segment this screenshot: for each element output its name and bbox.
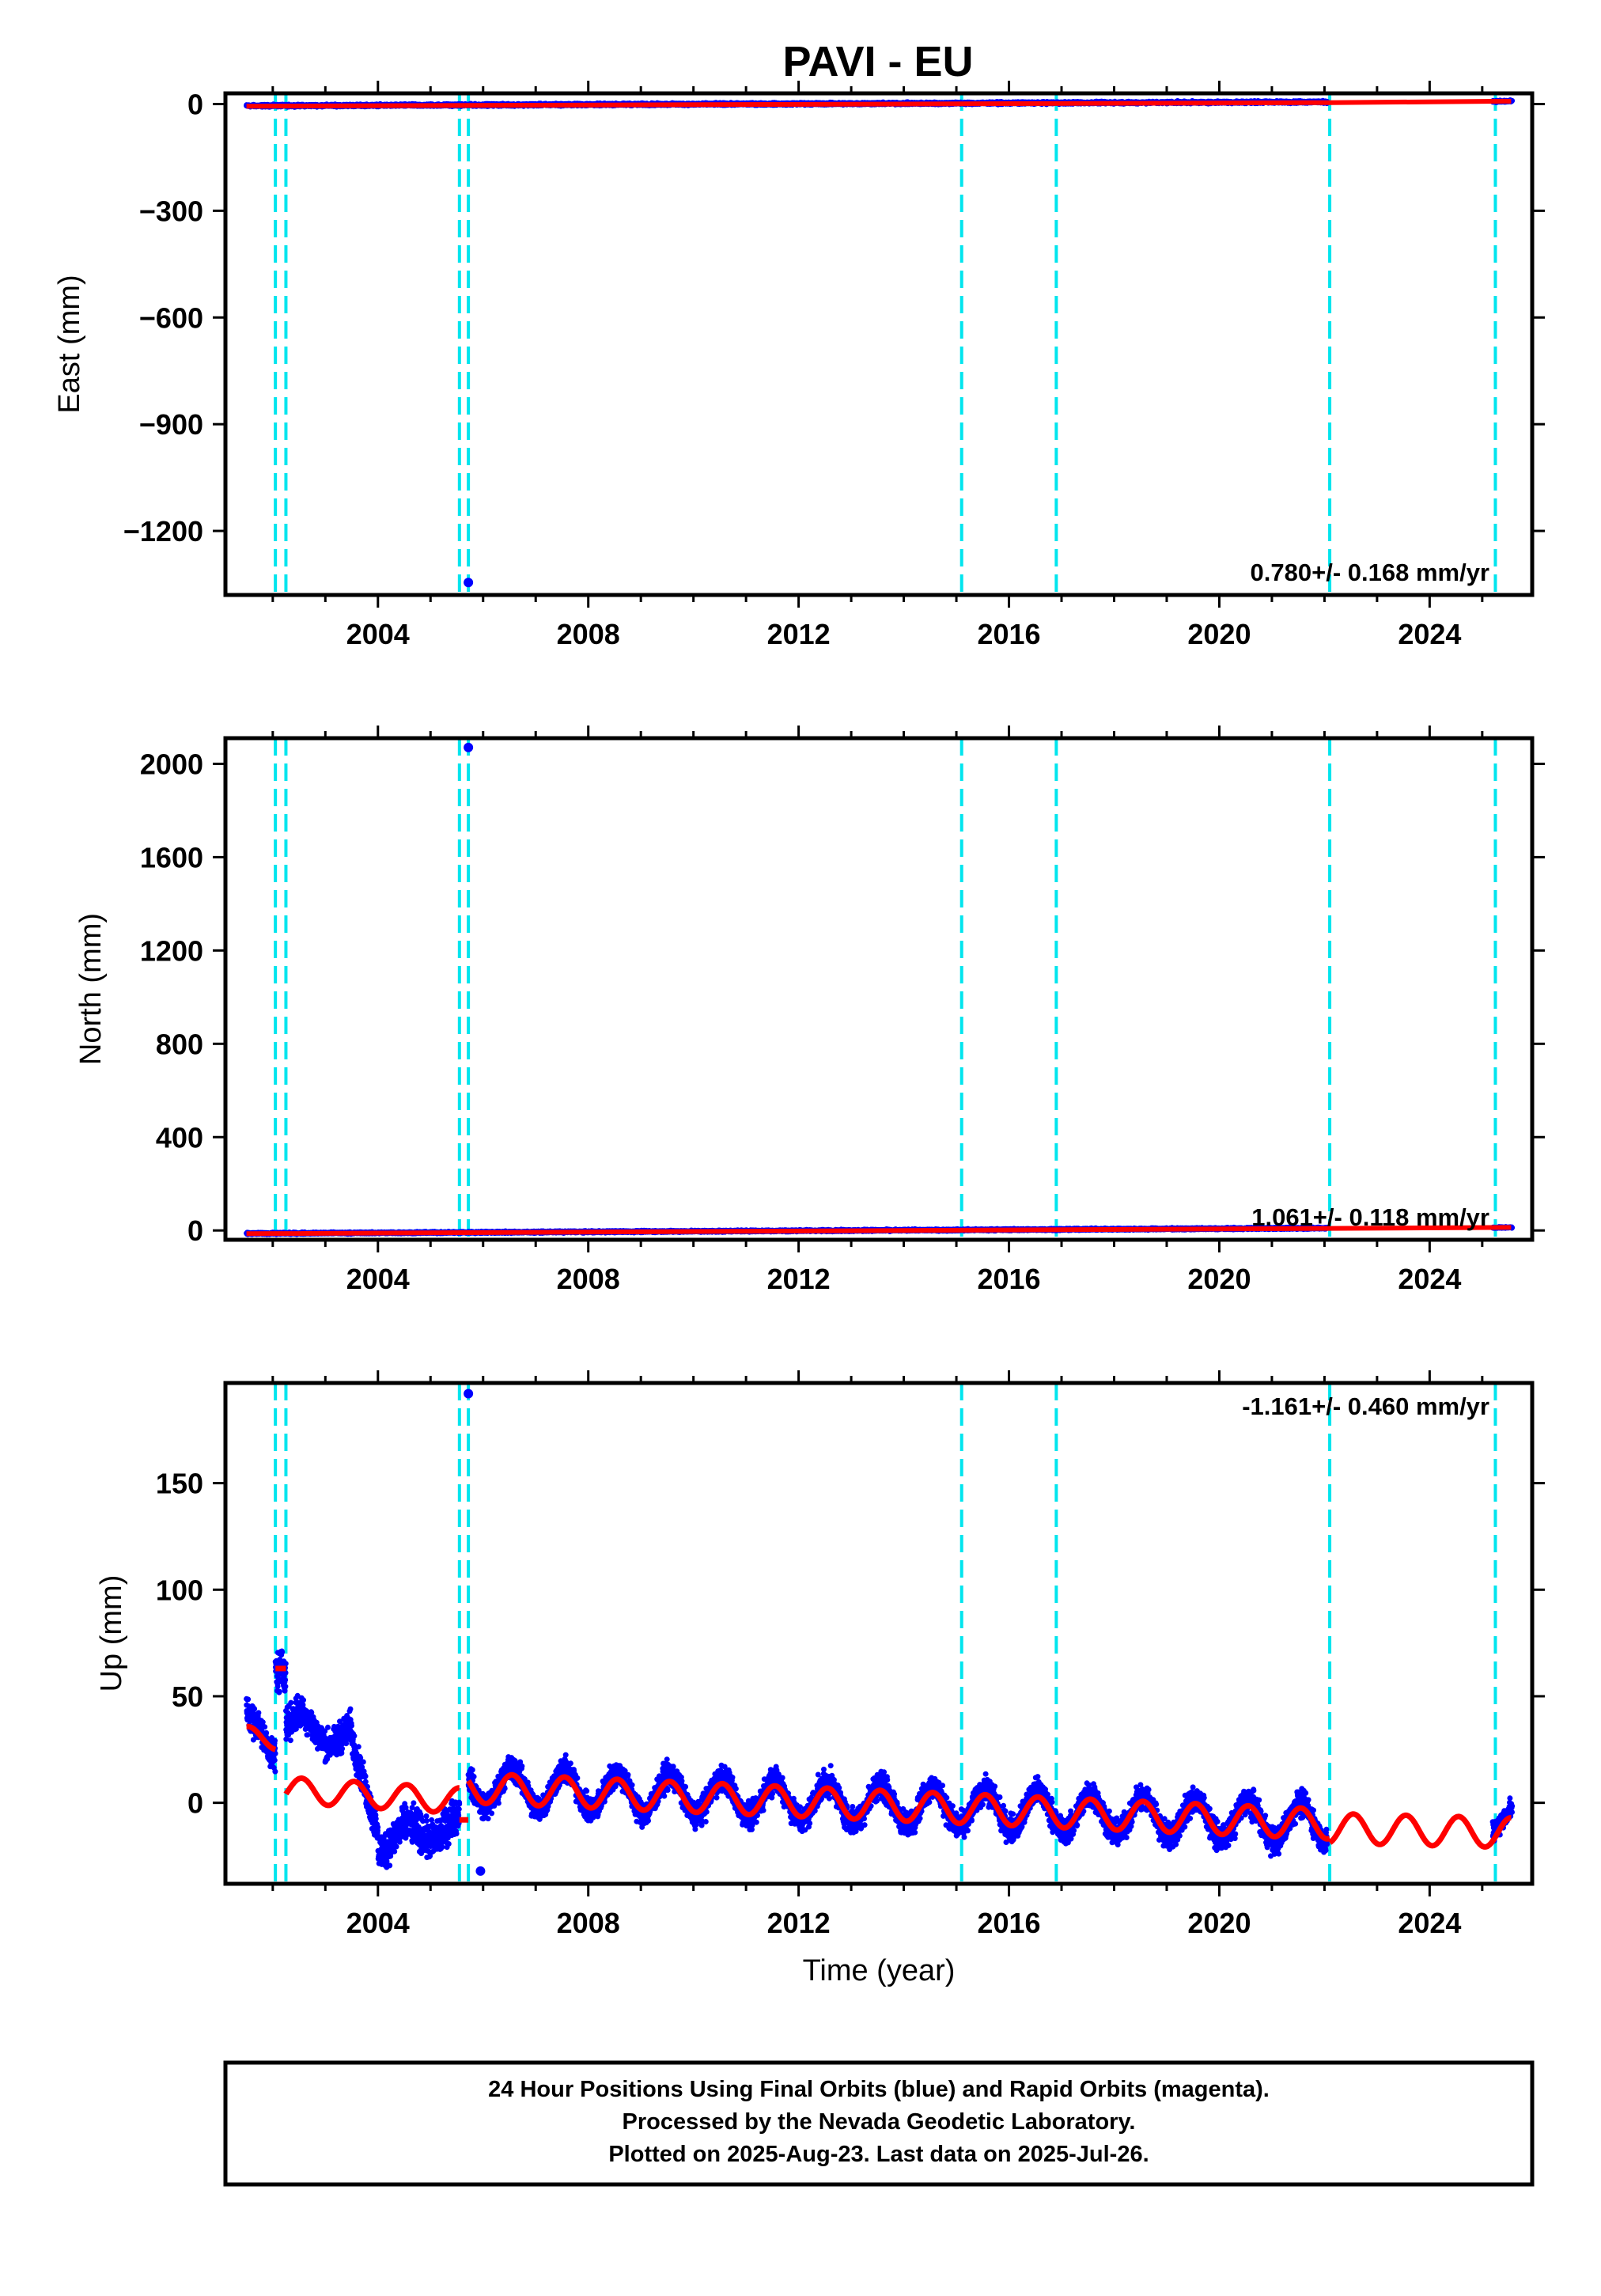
x-tick-label: 2024 bbox=[1398, 618, 1461, 650]
y-axis-label: North (mm) bbox=[74, 913, 108, 1065]
x-tick-label: 2004 bbox=[346, 618, 410, 650]
x-tick-label: 2004 bbox=[346, 1907, 410, 1939]
y-tick-label: 50 bbox=[172, 1680, 203, 1713]
x-tick-label: 2024 bbox=[1398, 1263, 1461, 1295]
footer-line-3: Plotted on 2025-Aug-23. Last data on 202… bbox=[608, 2142, 1149, 2167]
y-tick-label: 100 bbox=[156, 1574, 203, 1606]
y-tick-label: 800 bbox=[156, 1028, 203, 1060]
figure-title: PAVI - EU bbox=[782, 38, 973, 85]
north-panel: 2004 2008 2012 2016 2020 2024 0 400 800 1200 1600 2… bbox=[74, 726, 1545, 1295]
x-axis-label: Time (year) bbox=[803, 1954, 956, 1987]
x-tick-label: 2012 bbox=[767, 1263, 831, 1295]
y-tick-label: −600 bbox=[139, 301, 203, 334]
x-tick-label: 2016 bbox=[977, 618, 1040, 650]
velocity-rate-label: 1.061+/- 0.118 mm/yr bbox=[1251, 1203, 1489, 1231]
footer-line-2: Processed by the Nevada Geodetic Laborat… bbox=[623, 2109, 1136, 2135]
footer-frame bbox=[223, 2060, 1535, 2187]
y-tick-label: 0 bbox=[187, 1214, 203, 1247]
x-tick-label: 2012 bbox=[767, 618, 831, 650]
panel-frame bbox=[223, 1381, 1535, 1886]
outlier-point bbox=[464, 578, 474, 588]
y-tick-label: −900 bbox=[139, 408, 203, 441]
outlier-point bbox=[464, 1389, 474, 1399]
model-curve-segment bbox=[466, 1771, 1332, 1842]
y-tick-label: −300 bbox=[139, 195, 203, 227]
panel-frame bbox=[223, 736, 1535, 1242]
y-tick-label: −1200 bbox=[123, 515, 203, 547]
x-tick-label: 2012 bbox=[767, 1907, 831, 1939]
y-tick-label: 0 bbox=[187, 88, 203, 120]
up-panel: 2004 2008 2012 2016 2020 2024 0 50 100 150 Up (mm)… bbox=[95, 1370, 1545, 1987]
model-curve-segment bbox=[283, 1775, 462, 1815]
x-tick-label: 2024 bbox=[1398, 1907, 1461, 1939]
east-panel: 2004 2008 2012 2016 2020 2024 0 −300 −600 −900 −12… bbox=[53, 81, 1545, 650]
velocity-rate-label: -1.161+/- 0.460 mm/yr bbox=[1242, 1392, 1489, 1420]
velocity-rate-label: 0.780+/- 0.168 mm/yr bbox=[1251, 559, 1489, 586]
y-tick-label: 400 bbox=[156, 1121, 203, 1154]
y-tick-label: 0 bbox=[187, 1787, 203, 1820]
y-tick-label: 1200 bbox=[140, 934, 203, 967]
x-tick-label: 2016 bbox=[977, 1263, 1040, 1295]
panel-frame bbox=[223, 91, 1535, 597]
x-tick-label: 2008 bbox=[557, 1263, 620, 1295]
model-curve-segment bbox=[1327, 1811, 1514, 1850]
y-axis-label: East (mm) bbox=[53, 275, 86, 413]
y-tick-label: 150 bbox=[156, 1468, 203, 1500]
y-axis-label: Up (mm) bbox=[95, 1575, 128, 1692]
outlier-point bbox=[475, 1866, 486, 1876]
x-tick-label: 2004 bbox=[346, 1263, 410, 1295]
outlier-point bbox=[464, 742, 474, 752]
model-curve-segment bbox=[244, 1723, 278, 1752]
x-tick-label: 2020 bbox=[1187, 618, 1251, 650]
y-tick-label: 2000 bbox=[140, 748, 203, 780]
x-tick-label: 2020 bbox=[1187, 1907, 1251, 1939]
x-tick-label: 2008 bbox=[557, 618, 620, 650]
footer-line-1: 24 Hour Positions Using Final Orbits (bl… bbox=[488, 2077, 1270, 2102]
x-tick-label: 2016 bbox=[977, 1907, 1040, 1939]
model-curve bbox=[246, 98, 1512, 109]
x-tick-label: 2008 bbox=[557, 1907, 620, 1939]
y-tick-label: 1600 bbox=[140, 841, 203, 873]
model-curve bbox=[246, 1225, 1512, 1237]
footer-box: 24 Hour Positions Using Final Orbits (bl… bbox=[223, 2060, 1535, 2187]
x-tick-label: 2020 bbox=[1187, 1263, 1251, 1295]
